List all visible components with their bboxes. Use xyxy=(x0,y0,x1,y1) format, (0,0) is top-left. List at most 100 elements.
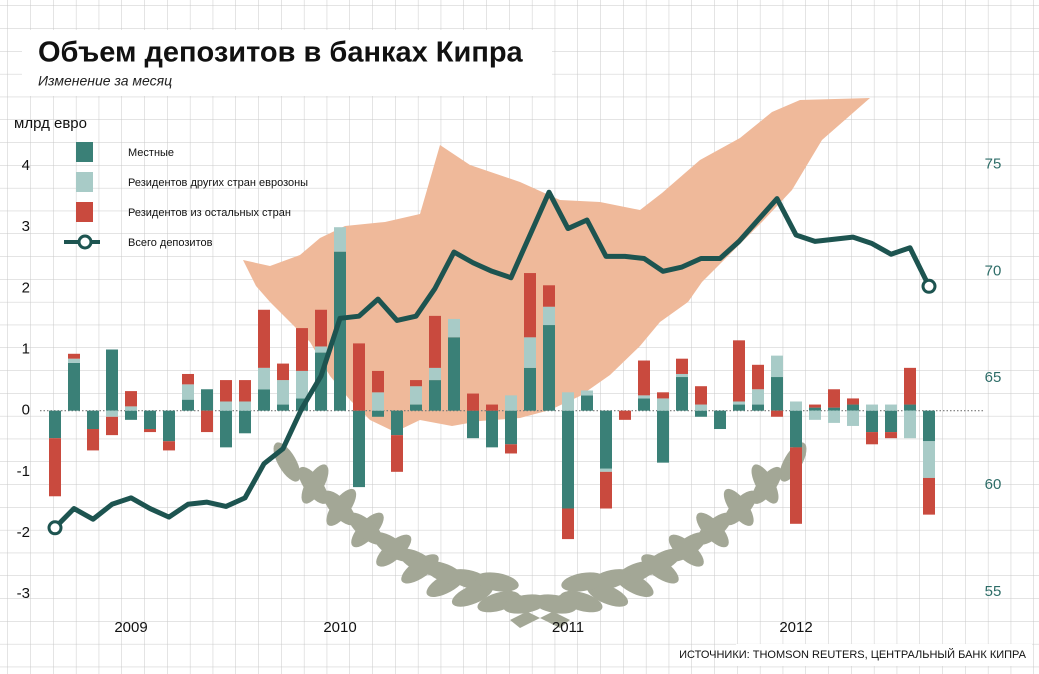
bar-segment xyxy=(714,410,726,430)
bar-segment xyxy=(676,373,688,378)
y2-tick-label: 70 xyxy=(985,262,1002,279)
bar-segment xyxy=(695,386,707,405)
bar-segment xyxy=(296,328,308,371)
bar-segment xyxy=(923,441,935,478)
bar-segment xyxy=(866,404,878,411)
bar-segment xyxy=(600,468,612,472)
bar-segment xyxy=(638,395,650,399)
bar-segment xyxy=(562,410,574,509)
bar-segment xyxy=(524,273,536,338)
chart-title: Объем депозитов в банках Кипра xyxy=(38,37,524,69)
bar-segment xyxy=(904,367,916,405)
bar-segment xyxy=(410,386,422,405)
legend-label: Местные xyxy=(128,147,174,159)
source: ИСТОЧНИКИ: THOMSON REUTERS, ЦЕНТРАЛЬНЫЙ … xyxy=(679,648,1027,661)
wreath-leaf xyxy=(724,490,757,526)
wreath-ribbon xyxy=(500,590,580,628)
bar-segment xyxy=(429,315,441,368)
bar-segment xyxy=(733,401,745,405)
bar-segment xyxy=(486,410,498,448)
bar-segment xyxy=(809,407,821,411)
bar-segment xyxy=(733,340,745,402)
bar-segment xyxy=(581,390,593,396)
bar-segment xyxy=(657,392,669,399)
bar-segment xyxy=(904,410,916,439)
bar-segment xyxy=(524,367,536,411)
bar-segment xyxy=(581,395,593,411)
bar-segment xyxy=(885,410,897,433)
bar-segment xyxy=(657,398,669,411)
bar-segment xyxy=(733,404,745,411)
bar-segment xyxy=(619,410,631,420)
bar-segment xyxy=(543,306,555,326)
bar-segment xyxy=(543,285,555,307)
legend: Местные Резидентов других стран еврозоны Р… xyxy=(64,142,308,250)
y2-tick-label: 65 xyxy=(985,369,1002,386)
bar-segment xyxy=(106,410,118,417)
bar-segment xyxy=(334,227,346,252)
bar-segment xyxy=(809,404,821,408)
bar-segment xyxy=(448,337,460,411)
bar-segment xyxy=(239,410,251,434)
bar-segment xyxy=(391,435,403,472)
bar-segment xyxy=(372,410,384,417)
bar-segment xyxy=(106,416,118,436)
y-tick-label: 2 xyxy=(22,279,30,296)
bar-segment xyxy=(562,392,574,411)
bar-segment xyxy=(258,389,270,411)
bar-segment xyxy=(885,432,897,439)
bar-segment xyxy=(220,410,232,448)
bar-segment xyxy=(429,380,441,411)
wreath-leaf xyxy=(561,572,605,592)
bar-segment xyxy=(695,404,707,411)
bar-segment xyxy=(49,410,61,439)
bar-segment xyxy=(600,410,612,469)
bar-segment xyxy=(695,410,707,417)
bar-segment xyxy=(258,367,270,390)
bar-segment xyxy=(866,432,878,445)
title-box xyxy=(22,30,552,96)
legend-label: Всего депозитов xyxy=(128,237,213,249)
bar-segment xyxy=(201,389,213,411)
y2-tick-label: 75 xyxy=(985,155,1002,172)
legend-swatch xyxy=(76,202,93,222)
bar-segment xyxy=(410,404,422,411)
bar-segment xyxy=(144,429,156,433)
bar-segment xyxy=(410,380,422,387)
wreath-leaf xyxy=(298,466,329,504)
bar-segment xyxy=(638,398,650,411)
bar-segment xyxy=(125,410,137,420)
bar-segment xyxy=(771,410,783,417)
y2-tick-label: 55 xyxy=(985,583,1002,600)
bar-segment xyxy=(353,343,365,411)
bar-segment xyxy=(372,370,384,393)
bar-segment xyxy=(277,363,289,381)
y-tick-label: 0 xyxy=(22,402,30,419)
bar-segment xyxy=(467,410,479,439)
bar-segment xyxy=(448,318,460,338)
bar-segment xyxy=(524,337,536,368)
y-tick-label: 3 xyxy=(22,218,30,235)
bar-segment xyxy=(163,410,175,442)
bar-segment xyxy=(258,309,270,368)
bar-segment xyxy=(752,364,764,390)
bar-segment xyxy=(866,410,878,433)
bar-segment xyxy=(847,410,859,426)
bar-segment xyxy=(771,377,783,411)
y-tick-label: 1 xyxy=(22,340,30,357)
bar-segment xyxy=(334,251,346,411)
bar-segment xyxy=(505,444,517,454)
bar-segment xyxy=(885,404,897,411)
bar-segment xyxy=(68,353,80,359)
bar-segment xyxy=(277,380,289,405)
bar-segment xyxy=(220,380,232,402)
source-box xyxy=(736,644,1032,666)
y-tick-label: -2 xyxy=(17,524,30,541)
legend-swatch xyxy=(76,142,93,162)
bar-segment xyxy=(201,410,213,433)
wreath-leaf xyxy=(323,490,356,526)
bar-segment xyxy=(771,355,783,378)
y-axis-label: млрд евро xyxy=(14,115,87,132)
bar-segment xyxy=(657,410,669,463)
